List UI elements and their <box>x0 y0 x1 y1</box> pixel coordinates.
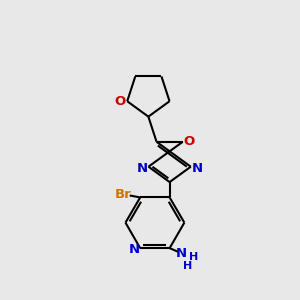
Text: N: N <box>129 243 140 256</box>
Text: O: O <box>183 135 194 148</box>
Text: N: N <box>192 162 203 175</box>
Text: O: O <box>114 95 126 108</box>
Text: H: H <box>189 252 198 262</box>
Text: H: H <box>183 261 192 271</box>
Text: N: N <box>176 247 187 260</box>
Text: Br: Br <box>115 188 131 201</box>
Text: N: N <box>136 162 148 175</box>
